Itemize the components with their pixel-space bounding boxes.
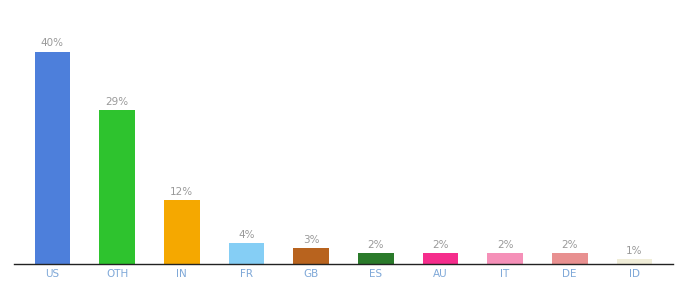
Text: 2%: 2%: [497, 240, 513, 250]
Bar: [488, 254, 523, 264]
Text: 29%: 29%: [105, 97, 129, 107]
Bar: [164, 200, 199, 264]
Text: 4%: 4%: [238, 230, 254, 240]
Bar: [552, 254, 588, 264]
Text: 2%: 2%: [432, 240, 449, 250]
Text: 12%: 12%: [170, 187, 193, 197]
Text: 40%: 40%: [41, 38, 64, 48]
Bar: [35, 52, 70, 264]
Text: 2%: 2%: [367, 240, 384, 250]
Bar: [422, 254, 458, 264]
Bar: [293, 248, 329, 264]
Bar: [228, 243, 265, 264]
Text: 1%: 1%: [626, 245, 643, 256]
Text: 3%: 3%: [303, 235, 320, 245]
Bar: [617, 259, 652, 264]
Bar: [358, 254, 394, 264]
Bar: [99, 110, 135, 264]
Text: 2%: 2%: [562, 240, 578, 250]
